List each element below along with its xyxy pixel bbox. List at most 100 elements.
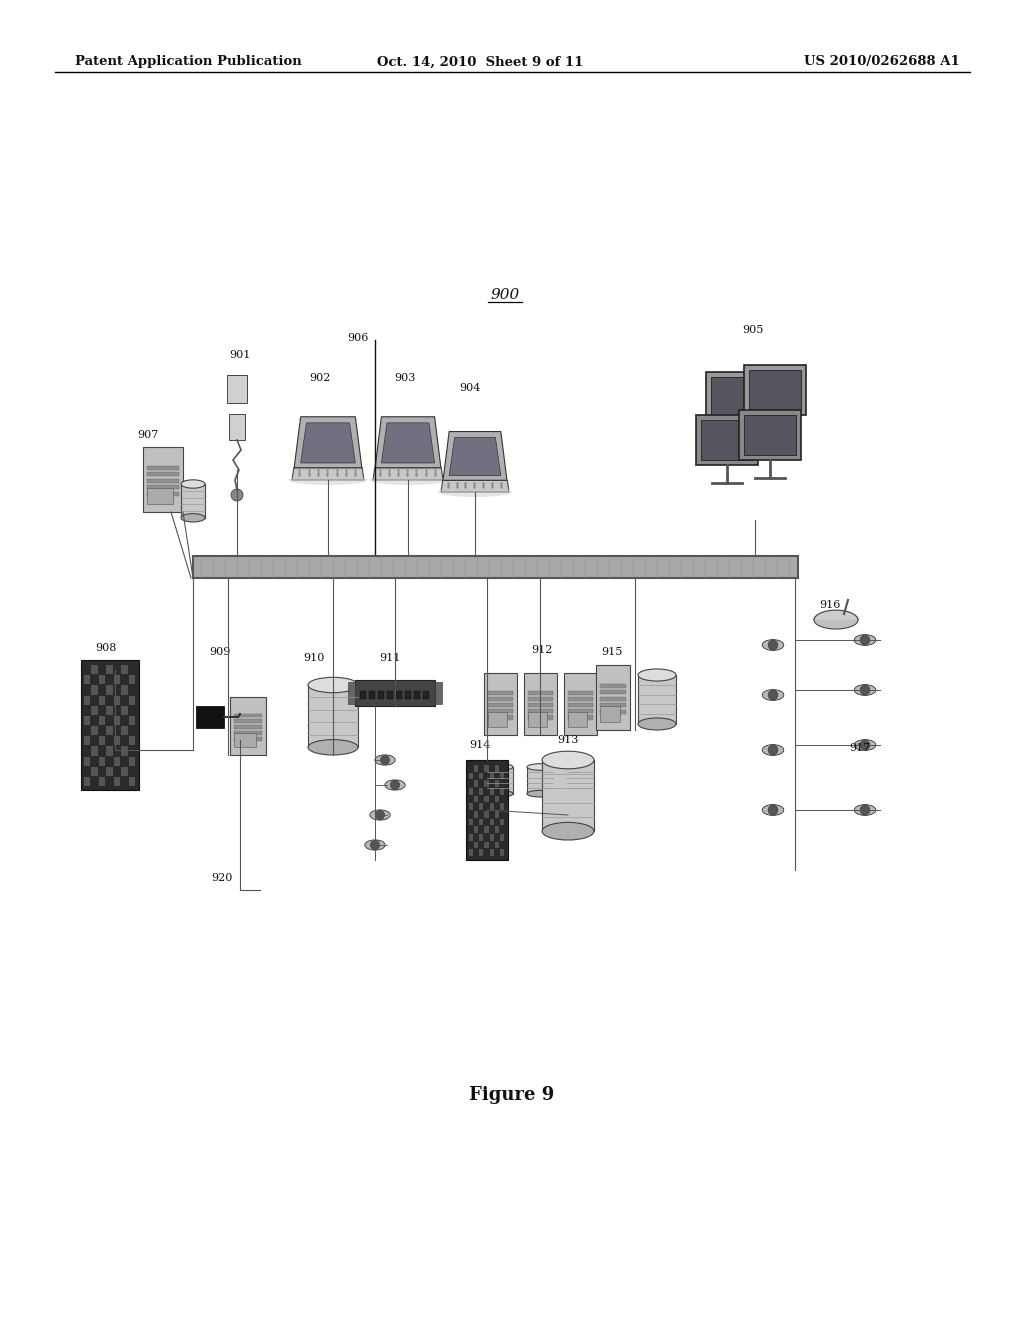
Text: US 2010/0262688 A1: US 2010/0262688 A1 — [804, 55, 961, 69]
Ellipse shape — [762, 640, 783, 651]
Bar — [527, 690, 553, 694]
Bar — [360, 690, 366, 700]
Bar — [739, 411, 801, 459]
Bar — [106, 726, 113, 735]
Bar — [474, 842, 478, 849]
Bar — [91, 665, 98, 675]
Bar — [495, 826, 499, 833]
Text: 913: 913 — [557, 735, 579, 744]
Ellipse shape — [762, 744, 783, 755]
Bar — [483, 673, 516, 735]
Bar — [487, 690, 512, 694]
Bar — [469, 772, 473, 779]
Bar — [474, 780, 478, 787]
Bar — [495, 766, 499, 772]
Bar — [474, 810, 478, 817]
Bar — [81, 660, 139, 789]
Ellipse shape — [308, 739, 358, 755]
Bar — [91, 685, 98, 694]
Bar — [489, 772, 494, 779]
Text: 910: 910 — [303, 653, 325, 663]
Bar — [229, 414, 245, 440]
Bar — [489, 818, 494, 825]
Bar — [355, 680, 435, 706]
Bar — [121, 665, 128, 675]
Bar — [484, 796, 488, 803]
Bar — [567, 767, 593, 793]
Bar — [181, 484, 205, 517]
Bar — [527, 715, 553, 719]
Bar — [84, 675, 90, 684]
Bar — [469, 849, 473, 855]
Text: 903: 903 — [394, 374, 416, 383]
Text: 911: 911 — [379, 653, 400, 663]
Bar — [91, 767, 98, 776]
Bar — [234, 714, 262, 717]
Polygon shape — [814, 610, 858, 620]
Bar — [99, 737, 105, 746]
Bar — [500, 772, 504, 779]
Bar — [567, 711, 587, 727]
Ellipse shape — [181, 480, 205, 488]
Bar — [706, 372, 768, 422]
Polygon shape — [292, 467, 364, 480]
Bar — [147, 488, 173, 504]
Text: 916: 916 — [819, 601, 841, 610]
Bar — [121, 685, 128, 694]
Bar — [500, 834, 504, 841]
Ellipse shape — [854, 739, 876, 750]
Bar — [99, 756, 105, 766]
Bar — [308, 685, 358, 747]
Bar — [479, 834, 483, 841]
Bar — [466, 760, 508, 861]
Ellipse shape — [542, 751, 594, 768]
Bar — [487, 697, 512, 701]
Bar — [489, 834, 494, 841]
Bar — [121, 706, 128, 715]
Bar — [500, 849, 504, 855]
Bar — [567, 697, 593, 701]
Bar — [129, 737, 135, 746]
Bar — [348, 682, 355, 704]
Bar — [193, 556, 798, 578]
Bar — [423, 690, 429, 700]
Bar — [500, 788, 504, 795]
Text: 900: 900 — [490, 288, 519, 302]
Bar — [84, 696, 90, 705]
Ellipse shape — [365, 840, 385, 850]
Bar — [91, 726, 98, 735]
Ellipse shape — [814, 611, 858, 630]
Text: 901: 901 — [229, 350, 251, 360]
Bar — [129, 715, 135, 725]
Bar — [147, 484, 179, 490]
Bar — [527, 697, 553, 701]
Bar — [479, 849, 483, 855]
Bar — [600, 697, 626, 701]
Bar — [487, 711, 507, 727]
Bar — [129, 696, 135, 705]
Circle shape — [860, 741, 869, 750]
Bar — [487, 767, 513, 793]
Bar — [91, 746, 98, 755]
Bar — [474, 766, 478, 772]
Bar — [84, 737, 90, 746]
Bar — [479, 818, 483, 825]
Bar — [147, 491, 179, 496]
Bar — [114, 777, 120, 785]
Circle shape — [860, 685, 869, 694]
Circle shape — [768, 744, 778, 755]
Bar — [744, 414, 796, 455]
Text: 905: 905 — [742, 325, 764, 335]
Ellipse shape — [308, 677, 358, 693]
Bar — [527, 704, 553, 708]
Text: 904: 904 — [460, 383, 480, 393]
Bar — [129, 756, 135, 766]
Ellipse shape — [527, 764, 553, 771]
Circle shape — [231, 488, 243, 502]
Bar — [495, 780, 499, 787]
Text: Figure 9: Figure 9 — [469, 1086, 555, 1104]
Circle shape — [768, 690, 778, 700]
Bar — [414, 690, 420, 700]
Bar — [469, 834, 473, 841]
Bar — [495, 842, 499, 849]
